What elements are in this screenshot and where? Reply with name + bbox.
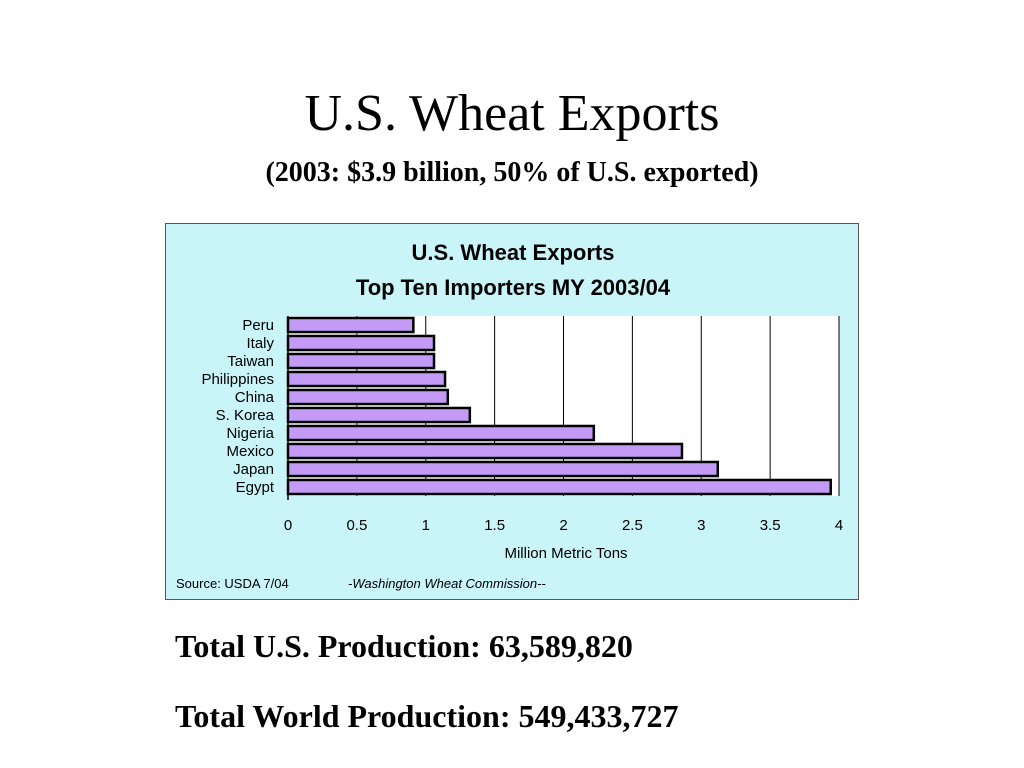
bar-italy [286, 334, 436, 352]
category-label: Philippines [201, 371, 274, 388]
chart-subtitle: Top Ten Importers MY 2003/04 [356, 275, 671, 300]
x-tick-label: 1.5 [484, 517, 505, 534]
category-label: S. Korea [216, 407, 275, 424]
category-label: Italy [246, 335, 274, 352]
x-tick-label: 0 [284, 517, 292, 534]
x-tick-label: 2 [559, 517, 567, 534]
category-label: Taiwan [227, 353, 274, 370]
category-label: Japan [233, 461, 274, 478]
x-tick-label: 3 [697, 517, 705, 534]
us-production-text: Total U.S. Production: 63,589,820 [175, 628, 633, 664]
category-label: Egypt [236, 479, 275, 496]
x-axis-label: Million Metric Tons [504, 545, 627, 562]
x-tick-label: 3.5 [760, 517, 781, 534]
slide-title: U.S. Wheat Exports [304, 85, 720, 142]
slide-subtitle: (2003: $3.9 billion, 50% of U.S. exporte… [265, 157, 759, 188]
chart-panel: Peru Italy Taiwan Philippines China S. Korea N… [165, 223, 859, 600]
bars [286, 316, 832, 500]
x-tick-labels: 0 0.5 1 1.5 2 2.5 3 3.5 4 [284, 517, 843, 534]
bar-egypt [286, 478, 832, 496]
bar-taiwan [286, 352, 436, 370]
category-label: Nigeria [226, 425, 274, 442]
x-tick-label: 0.5 [346, 517, 367, 534]
credit-note: -Washington Wheat Commission-- [348, 576, 546, 591]
world-production-text: Total World Production: 549,433,727 [175, 698, 679, 734]
bar-china [286, 388, 450, 406]
bar-s-korea [286, 406, 472, 424]
chart-title: U.S. Wheat Exports [412, 240, 615, 265]
source-note: Source: USDA 7/04 [176, 576, 289, 591]
category-label: China [235, 389, 275, 406]
bar-peru [286, 316, 415, 334]
category-label: Peru [242, 317, 274, 334]
bar-nigeria [286, 424, 596, 442]
bar-mexico [286, 442, 684, 460]
x-tick-label: 4 [835, 517, 843, 534]
category-label: Mexico [226, 443, 274, 460]
bar-japan [286, 460, 720, 478]
bar-philippines [286, 370, 447, 388]
x-tick-label: 2.5 [622, 517, 643, 534]
x-tick-label: 1 [422, 517, 430, 534]
